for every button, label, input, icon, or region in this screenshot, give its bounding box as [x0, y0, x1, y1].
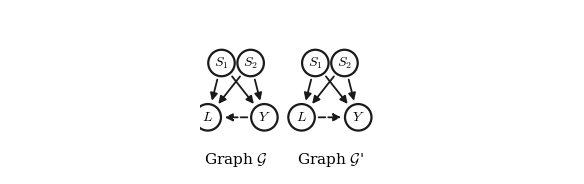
Text: $L$: $L$: [296, 110, 307, 124]
Text: $S_2$: $S_2$: [243, 55, 258, 71]
Circle shape: [194, 104, 221, 131]
Text: Graph $\mathcal{G}$: Graph $\mathcal{G}$: [204, 151, 268, 169]
Text: $Y$: $Y$: [258, 110, 271, 124]
Circle shape: [302, 50, 329, 76]
Circle shape: [288, 104, 315, 131]
Text: Graph $\mathcal{G}$': Graph $\mathcal{G}$': [297, 151, 363, 169]
Circle shape: [208, 50, 235, 76]
Circle shape: [331, 50, 358, 76]
Circle shape: [237, 50, 264, 76]
Text: $S_1$: $S_1$: [214, 55, 229, 71]
Text: $Y$: $Y$: [352, 110, 364, 124]
Text: $S_1$: $S_1$: [308, 55, 322, 71]
Text: $S_2$: $S_2$: [337, 55, 352, 71]
Circle shape: [345, 104, 371, 131]
Circle shape: [251, 104, 277, 131]
Text: $L$: $L$: [202, 110, 213, 124]
